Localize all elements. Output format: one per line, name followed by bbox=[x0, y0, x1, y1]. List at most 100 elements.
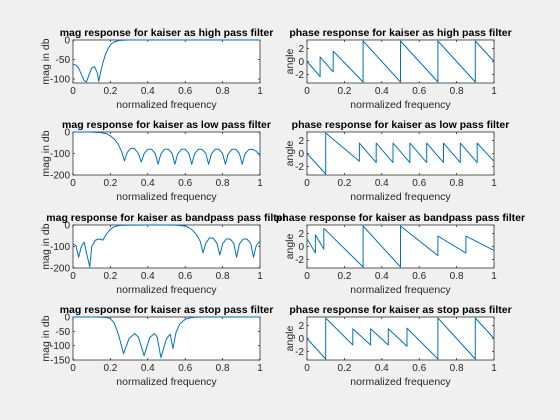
y-tick-label: 2 bbox=[298, 321, 304, 332]
plot-area bbox=[306, 316, 495, 361]
y-axis-label: angle bbox=[284, 141, 296, 167]
subplot-title: phase response for kaiser as low pass fi… bbox=[292, 119, 510, 131]
y-tick-label: 0 bbox=[64, 36, 70, 47]
y-tick-label: -100 bbox=[50, 341, 70, 352]
x-tick-label: 0.8 bbox=[450, 363, 464, 374]
y-tick-label: -2 bbox=[295, 162, 304, 173]
y-tick-label: -50 bbox=[56, 327, 71, 338]
y-tick-label: -2 bbox=[295, 255, 304, 266]
y-tick-label: -200 bbox=[50, 264, 70, 275]
subplot-title: phase response for kaiser as stop pass f… bbox=[289, 304, 511, 316]
series-line bbox=[72, 224, 261, 268]
x-tick-label: 0.4 bbox=[141, 178, 155, 189]
x-tick-label: 1 bbox=[491, 178, 497, 189]
x-tick-label: 0.8 bbox=[216, 363, 230, 374]
x-tick-label: 0.2 bbox=[103, 271, 117, 282]
x-tick-label: 0.4 bbox=[141, 271, 155, 282]
subplot-grid: 0 0.2 0.4 0.6 0.8 1 0 -50 -100 mag response for k… bbox=[40, 27, 525, 388]
x-tick-label: 0.2 bbox=[103, 178, 117, 189]
subplot-title: mag response for kaiser as stop pass fil… bbox=[60, 304, 274, 316]
x-tick-label: 1 bbox=[257, 178, 263, 189]
x-tick-label: 0 bbox=[70, 271, 76, 282]
y-tick-label: -200 bbox=[50, 171, 70, 182]
y-tick-label: -100 bbox=[50, 149, 70, 160]
y-axis-label: mag in db bbox=[40, 223, 52, 269]
x-tick-label: 0.4 bbox=[375, 271, 389, 282]
x-tick-label: 0.8 bbox=[450, 86, 464, 97]
y-tick-label: 0 bbox=[298, 242, 304, 253]
x-tick-label: 1 bbox=[257, 86, 263, 97]
y-tick-label: -50 bbox=[56, 55, 71, 66]
plot-area bbox=[72, 131, 261, 176]
series-line bbox=[306, 317, 495, 360]
plot-area bbox=[72, 224, 261, 269]
x-tick-label: 0.4 bbox=[375, 363, 389, 374]
subplot-title: mag response for kaiser as bandpass pass… bbox=[46, 212, 286, 224]
x-tick-label: 0.2 bbox=[103, 86, 117, 97]
y-tick-label: -150 bbox=[50, 356, 70, 367]
y-tick-label: -100 bbox=[50, 75, 70, 86]
x-tick-label: 0.8 bbox=[216, 178, 230, 189]
x-tick-label: 0.6 bbox=[178, 86, 192, 97]
y-tick-label: 0 bbox=[298, 149, 304, 160]
x-tick-label: 0.2 bbox=[337, 271, 351, 282]
x-tick-label: 0.6 bbox=[412, 271, 426, 282]
x-tick-label: 0.8 bbox=[450, 271, 464, 282]
x-tick-label: 0.6 bbox=[178, 271, 192, 282]
series-line bbox=[72, 39, 260, 83]
series-line bbox=[306, 132, 495, 175]
x-tick-label: 0 bbox=[70, 86, 76, 97]
x-tick-label: 0.4 bbox=[375, 86, 389, 97]
plot-area bbox=[72, 39, 261, 84]
plot-area bbox=[306, 131, 495, 176]
y-tick-label: 0 bbox=[64, 313, 70, 324]
series-line bbox=[73, 131, 261, 165]
series-line bbox=[306, 40, 495, 83]
x-tick-label: 0.6 bbox=[412, 178, 426, 189]
series-line bbox=[73, 316, 260, 359]
y-axis-label: mag in db bbox=[40, 38, 52, 84]
x-tick-label: 1 bbox=[491, 271, 497, 282]
x-tick-label: 0 bbox=[70, 178, 76, 189]
x-axis-label: normalized frequency bbox=[350, 376, 451, 388]
x-tick-label: 0.6 bbox=[178, 178, 192, 189]
x-tick-label: 0.4 bbox=[141, 86, 155, 97]
x-axis-label: normalized frequency bbox=[116, 376, 217, 388]
x-tick-label: 0 bbox=[70, 363, 76, 374]
subplot-5: 0 0.2 0.4 0.6 0.8 1 0 -100 -200 mag response for … bbox=[40, 212, 287, 296]
subplot-7: 0 0.2 0.4 0.6 0.8 1 0 -50 -100 -150 mag response f… bbox=[40, 304, 273, 388]
x-tick-label: 0.2 bbox=[337, 363, 351, 374]
y-axis-label: angle bbox=[284, 326, 296, 352]
y-tick-label: -2 bbox=[295, 347, 304, 358]
y-tick-label: 2 bbox=[298, 136, 304, 147]
x-tick-label: 1 bbox=[491, 363, 497, 374]
x-tick-label: 0 bbox=[304, 178, 310, 189]
x-axis-label: normalized frequency bbox=[116, 284, 217, 296]
x-tick-label: 0.6 bbox=[178, 363, 192, 374]
x-tick-label: 0.8 bbox=[216, 271, 230, 282]
x-tick-label: 0.2 bbox=[103, 363, 117, 374]
y-tick-label: 2 bbox=[298, 229, 304, 240]
subplot-3: 0 0.2 0.4 0.6 0.8 1 0 -100 -200 mag response for … bbox=[40, 119, 271, 203]
x-tick-label: 0 bbox=[304, 86, 310, 97]
x-tick-label: 0.6 bbox=[412, 86, 426, 97]
x-tick-label: 1 bbox=[257, 363, 263, 374]
y-tick-label: 0 bbox=[298, 57, 304, 68]
x-tick-label: 0.8 bbox=[450, 178, 464, 189]
y-tick-label: -2 bbox=[295, 70, 304, 81]
x-axis-label: normalized frequency bbox=[116, 99, 217, 111]
y-tick-label: 0 bbox=[64, 128, 70, 139]
x-axis-label: normalized frequency bbox=[116, 191, 217, 203]
x-tick-label: 0.2 bbox=[337, 86, 351, 97]
subplot-title: phase response for kaiser as high pass f… bbox=[289, 27, 511, 39]
x-axis-label: normalized frequency bbox=[350, 284, 451, 296]
y-tick-label: 2 bbox=[298, 44, 304, 55]
y-axis-label: angle bbox=[284, 234, 296, 260]
x-tick-label: 1 bbox=[491, 86, 497, 97]
x-tick-label: 0.6 bbox=[412, 363, 426, 374]
